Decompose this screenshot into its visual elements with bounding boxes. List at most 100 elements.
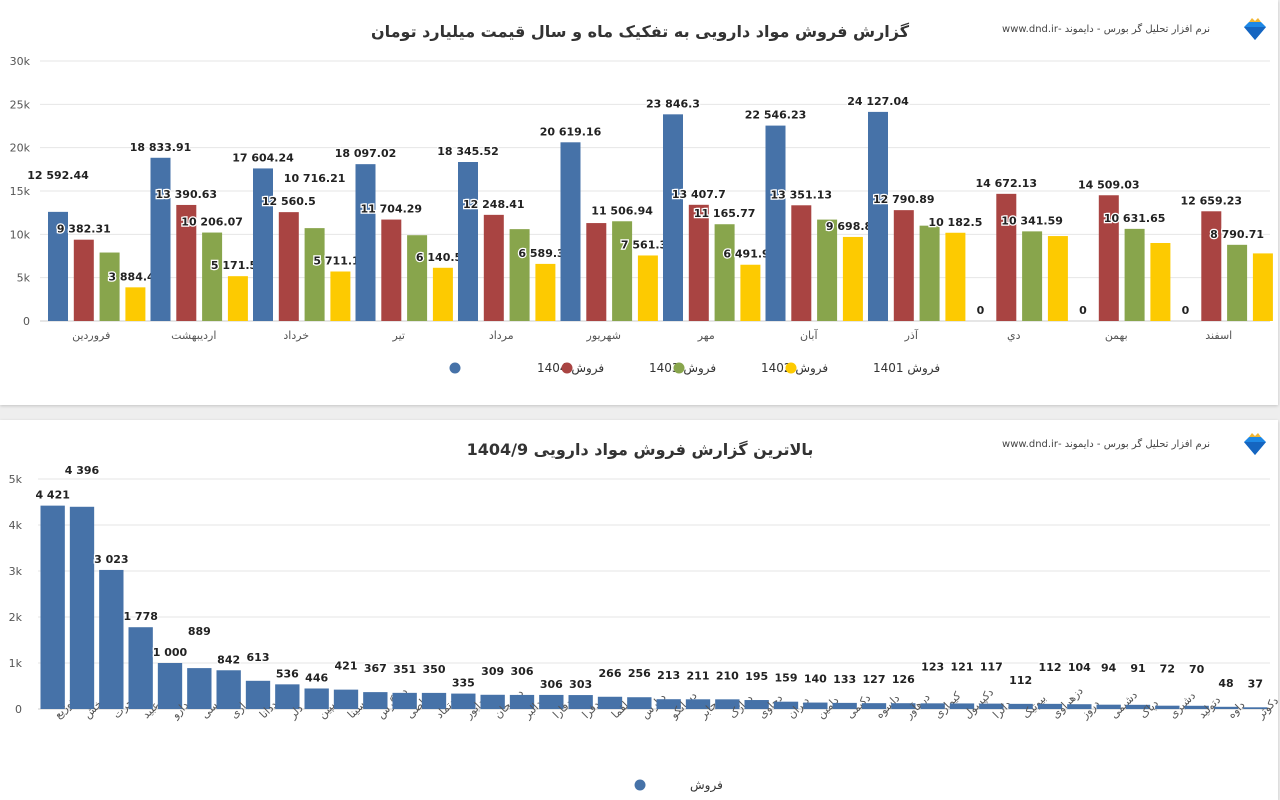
data-label: 140 bbox=[804, 673, 827, 686]
y-tick-label: 1k bbox=[9, 657, 23, 670]
bar-1403 bbox=[586, 223, 607, 321]
bar-1401 bbox=[842, 236, 863, 321]
bar-1404 bbox=[765, 125, 786, 322]
data-label: 3 023 bbox=[94, 553, 128, 566]
bar bbox=[304, 688, 329, 709]
x-tick-label: اردیبهشت bbox=[171, 329, 216, 342]
bar-1402 bbox=[714, 224, 735, 321]
bar bbox=[451, 693, 476, 709]
data-label: 37 bbox=[1248, 677, 1263, 690]
bar-1404 bbox=[48, 211, 68, 321]
bar-1401 bbox=[945, 232, 966, 321]
legend-marker bbox=[561, 362, 573, 374]
data-label: 12 659.23 bbox=[1181, 194, 1243, 207]
data-label: 133 bbox=[833, 673, 856, 686]
data-label: 112 bbox=[1039, 661, 1062, 674]
data-label: 14 672.13 bbox=[976, 177, 1038, 190]
bar bbox=[715, 699, 740, 709]
data-label: 12 790.89 bbox=[873, 193, 935, 206]
bar bbox=[568, 695, 593, 709]
data-label: 446 bbox=[305, 671, 328, 684]
y-tick-label: 5k bbox=[17, 272, 31, 285]
y-tick-label: 20k bbox=[10, 142, 31, 155]
y-tick-label: 4k bbox=[9, 519, 23, 532]
x-tick-label: دزهراوی bbox=[1049, 684, 1086, 721]
data-label: 123 bbox=[921, 660, 944, 673]
monthly-sales-chart-card: گزارش فروش مواد دارویی به تفکیک ماه و سا… bbox=[0, 0, 1278, 405]
bar-1403 bbox=[483, 214, 504, 321]
data-label: 13 407.7 bbox=[672, 188, 726, 201]
top-sales-chart-card: بالاترین گزارش فروش مواد دارویی 1404/9 ن… bbox=[0, 420, 1278, 800]
bar-1401 bbox=[740, 264, 761, 321]
data-label: 121 bbox=[951, 660, 974, 673]
legend-marker bbox=[634, 779, 646, 791]
bar-1404 bbox=[663, 114, 683, 322]
bar-1403 bbox=[278, 212, 299, 321]
y-tick-label: 30k bbox=[10, 55, 31, 68]
x-tick-label: داوه bbox=[1225, 698, 1248, 721]
data-label: 266 bbox=[599, 667, 622, 680]
data-label: 309 bbox=[481, 665, 504, 678]
bar-1402 bbox=[304, 228, 325, 321]
bar-1401 bbox=[637, 255, 658, 321]
brand-text[interactable]: نرم افزار تحلیل گر بورس - دایموند -www.d… bbox=[1002, 439, 1210, 450]
bar bbox=[861, 703, 887, 709]
bar bbox=[40, 505, 65, 709]
data-label: 11 165.77 bbox=[694, 207, 756, 220]
bar-1404 bbox=[355, 164, 376, 321]
data-label: 48 bbox=[1218, 677, 1233, 690]
bar bbox=[656, 699, 681, 709]
data-label: 1 000 bbox=[153, 646, 188, 659]
bar bbox=[245, 680, 271, 709]
bar bbox=[891, 703, 916, 709]
chart-title: گزارش فروش مواد دارویی به تفکیک ماه و سا… bbox=[370, 22, 910, 41]
bar-1401 bbox=[125, 287, 146, 321]
y-tick-label: 5k bbox=[9, 473, 23, 486]
data-label: 11 506.94 bbox=[591, 204, 653, 217]
x-tick-label: آذر bbox=[904, 328, 919, 342]
data-label: 613 bbox=[247, 651, 270, 664]
bar-1403 bbox=[688, 204, 709, 321]
diamond-logo-icon bbox=[1244, 18, 1266, 40]
data-label: 842 bbox=[217, 653, 240, 666]
data-label: 3 884.42 bbox=[108, 270, 162, 283]
x-tick-label: آبان bbox=[800, 328, 818, 342]
bar bbox=[392, 692, 417, 709]
data-label: 6 491.91 bbox=[723, 248, 777, 261]
bar bbox=[1096, 704, 1121, 709]
bar bbox=[128, 627, 153, 709]
data-label: 335 bbox=[452, 677, 475, 690]
data-label: 0 bbox=[1079, 304, 1087, 317]
bar-1402 bbox=[99, 252, 120, 321]
y-tick-label: 2k bbox=[9, 611, 23, 624]
bar-1403 bbox=[1201, 211, 1222, 321]
data-label: 211 bbox=[687, 669, 710, 682]
data-label: 195 bbox=[745, 670, 768, 683]
bar-1401 bbox=[1252, 253, 1273, 321]
bar-1403 bbox=[791, 205, 812, 321]
bar-1402 bbox=[817, 219, 838, 321]
data-label: 12 592.44 bbox=[27, 169, 89, 182]
bar bbox=[803, 702, 828, 709]
legend-marker bbox=[673, 362, 685, 374]
x-tick-label: اسفند bbox=[1205, 329, 1232, 342]
data-label: 24 127.04 bbox=[847, 95, 909, 108]
bar-1404 bbox=[868, 111, 888, 321]
data-label: 5 171.51 bbox=[211, 259, 265, 272]
bar-1403 bbox=[381, 219, 402, 321]
x-tick-label: دشیری bbox=[1166, 689, 1198, 721]
legend-label: فروش 1401 bbox=[873, 361, 940, 376]
bar-1401 bbox=[330, 271, 351, 321]
bar bbox=[627, 697, 652, 709]
y-tick-label: 25k bbox=[10, 98, 31, 111]
data-label: 112 bbox=[1009, 674, 1032, 687]
data-label: 350 bbox=[423, 663, 446, 676]
data-label: 72 bbox=[1160, 663, 1175, 676]
bar bbox=[539, 694, 564, 709]
data-label: 94 bbox=[1101, 662, 1117, 675]
data-label: 256 bbox=[628, 667, 651, 680]
data-label: 536 bbox=[276, 667, 299, 680]
bar-1402 bbox=[1124, 228, 1145, 321]
brand-text[interactable]: نرم افزار تحلیل گر بورس - دایموند -www.d… bbox=[1002, 24, 1210, 35]
x-tick-label: مهر bbox=[697, 329, 715, 342]
